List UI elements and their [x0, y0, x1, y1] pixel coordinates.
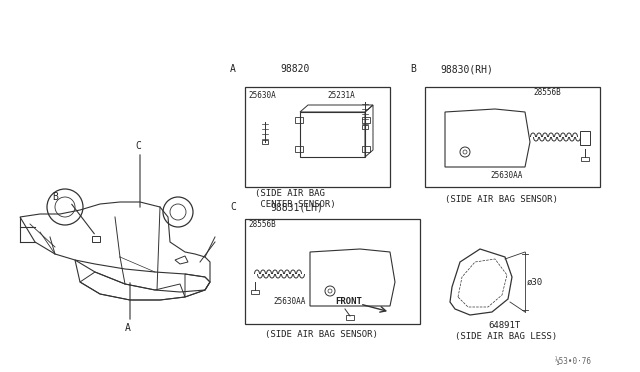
Text: C: C [230, 202, 236, 212]
Text: ø30: ø30 [527, 278, 543, 286]
Text: 25231A: 25231A [327, 90, 355, 99]
Text: 98820: 98820 [280, 64, 309, 74]
Text: ⅓53•0·76: ⅓53•0·76 [555, 357, 592, 366]
Text: B: B [52, 192, 58, 202]
Bar [346, 315, 354, 320]
Text: A: A [125, 323, 131, 333]
Bar [300, 112, 365, 157]
Text: (SIDE AIR BAG SENSOR): (SIDE AIR BAG SENSOR) [445, 195, 558, 203]
Bar [245, 87, 390, 187]
Bar [262, 140, 268, 144]
Bar [362, 146, 370, 152]
Text: 98830(RH): 98830(RH) [440, 64, 493, 74]
Text: B: B [410, 64, 416, 74]
Text: 25630AA: 25630AA [490, 170, 522, 180]
Text: A: A [230, 64, 236, 74]
Bar [92, 236, 100, 242]
Text: C: C [135, 141, 141, 151]
Text: 28556B: 28556B [533, 87, 561, 96]
Bar [425, 87, 600, 187]
Bar [295, 117, 303, 123]
Bar [251, 290, 259, 294]
Bar [581, 157, 589, 161]
Text: (SIDE AIR BAG LESS): (SIDE AIR BAG LESS) [455, 333, 557, 341]
Text: (SIDE AIR BAG SENSOR): (SIDE AIR BAG SENSOR) [265, 330, 378, 339]
Bar [362, 125, 368, 129]
Bar [580, 131, 590, 145]
Bar [295, 146, 303, 152]
Text: (SIDE AIR BAG
 CENTER SENSOR): (SIDE AIR BAG CENTER SENSOR) [255, 189, 335, 209]
Text: 25630AA: 25630AA [273, 298, 305, 307]
Text: 25630A: 25630A [248, 90, 276, 99]
Text: 64891T: 64891T [488, 321, 520, 330]
Bar [362, 117, 370, 123]
Bar [245, 219, 420, 324]
Text: FRONT: FRONT [335, 298, 362, 307]
Text: 98831(LH): 98831(LH) [270, 202, 323, 212]
Text: 28556B: 28556B [248, 219, 276, 228]
